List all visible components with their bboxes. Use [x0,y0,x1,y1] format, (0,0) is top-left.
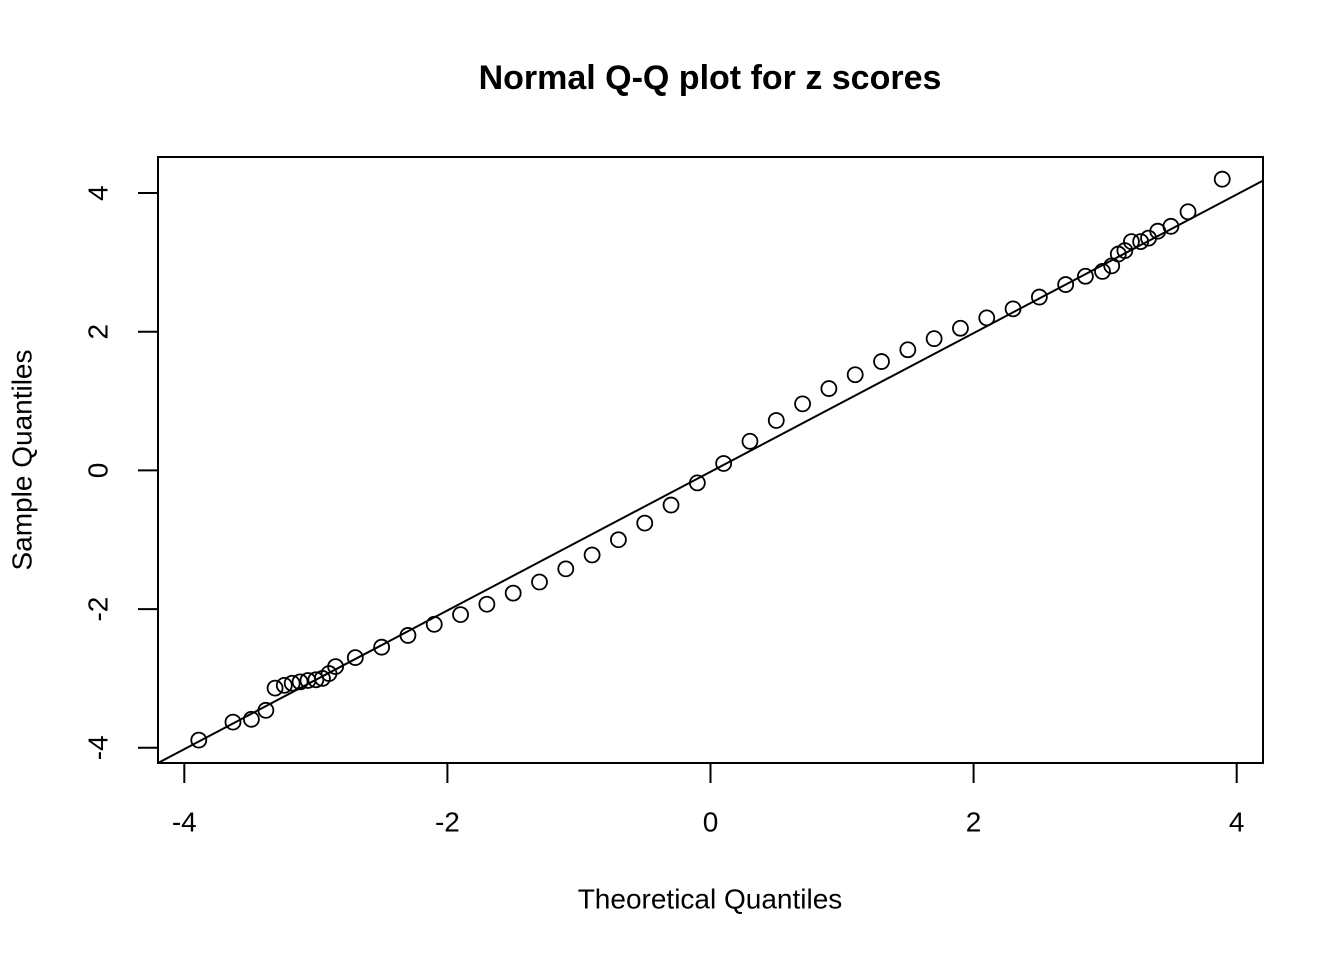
point [741,432,759,450]
point [1057,276,1075,293]
point [425,615,443,633]
point [794,395,811,413]
point [257,701,275,719]
point [1213,170,1231,188]
y-axis-label: Sample Quantiles [6,349,37,570]
point [688,474,706,492]
x-axis-label: Theoretical Quantiles [578,883,843,914]
point [583,546,601,564]
point [399,627,417,644]
point [478,595,496,613]
x-tick-label: 4 [1229,806,1245,837]
point [327,658,344,676]
point [275,676,293,694]
plot-frame [157,156,1264,764]
point [291,673,309,691]
point [190,731,208,749]
point [1179,203,1197,221]
point [767,412,785,429]
x-tick-label: 2 [966,806,982,837]
chart-title: Normal Q-Q plot for z scores [479,59,942,97]
point [952,319,969,337]
point [531,573,548,591]
reference-line [157,179,1264,764]
point [346,649,364,667]
point [242,710,260,728]
y-tick-label: 4 [82,185,113,201]
point [846,366,864,384]
point [1094,263,1111,280]
point [899,341,917,359]
point [452,606,469,624]
point [307,671,325,689]
point [224,713,242,731]
point [1162,217,1180,235]
point [1004,300,1022,318]
point [557,560,575,578]
point [820,380,838,397]
x-tick-label: 0 [703,806,719,837]
y-tick-label: 0 [82,463,113,479]
point [978,309,996,327]
y-tick-label: -4 [82,735,113,760]
point [1077,267,1094,285]
point [715,455,733,472]
x-tick-label: -4 [172,806,197,837]
y-tick-label: -2 [82,597,113,622]
point [610,531,627,549]
point [1030,288,1048,306]
point [636,514,654,532]
point [1123,233,1140,250]
point [873,353,890,370]
y-tick-label: 2 [82,324,113,340]
point [373,638,391,656]
point [266,679,284,697]
point [662,496,680,514]
x-tick-label: -2 [435,806,460,837]
point [283,674,301,692]
point [1132,233,1150,250]
point [925,330,943,348]
point [504,584,522,602]
